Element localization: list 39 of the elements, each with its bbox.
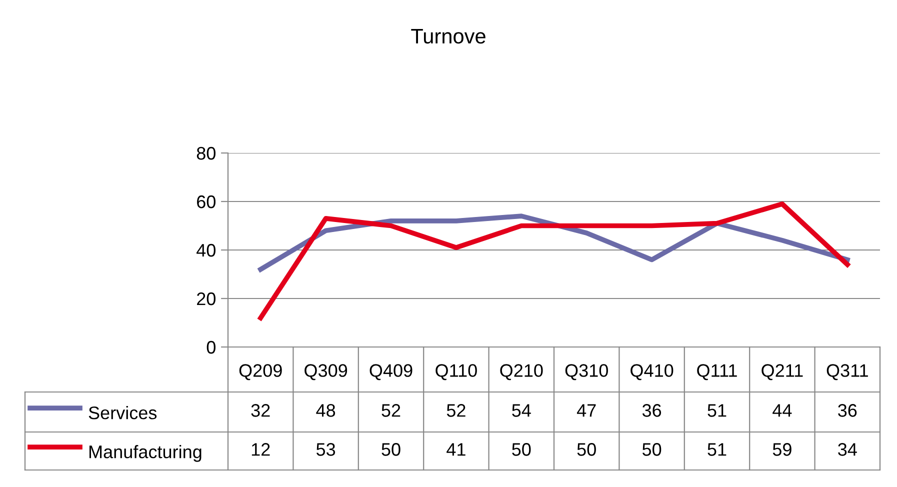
data-label: 34 — [838, 443, 857, 456]
data-label: 51 — [708, 404, 726, 417]
data-label: 59 — [772, 443, 792, 456]
chart-title: Turnove — [411, 29, 486, 44]
x-tick-label: Q409 — [370, 364, 412, 380]
data-label: 52 — [446, 404, 466, 417]
y-tick-label: 40 — [196, 244, 216, 257]
y-tick-label: 0 — [206, 340, 216, 354]
x-tick-label: Q209 — [239, 364, 282, 380]
y-tick-label: 20 — [197, 292, 216, 306]
y-tick-label: 80 — [196, 146, 216, 160]
data-label: 50 — [382, 443, 400, 456]
data-label: 50 — [577, 443, 596, 456]
data-label: 51 — [708, 443, 726, 456]
x-tick-label: Q111 — [697, 364, 737, 380]
x-tick-label: Q210 — [500, 364, 543, 380]
data-label: 47 — [576, 404, 596, 417]
line-series — [258, 201, 850, 320]
data-label: 44 — [772, 404, 792, 417]
x-tick-label: Q310 — [565, 364, 608, 380]
x-tick-label: Q211 — [762, 364, 803, 380]
data-label: 32 — [251, 404, 270, 417]
data-label: 54 — [512, 404, 531, 417]
y-tick-label: 60 — [197, 195, 216, 208]
data-label: 53 — [316, 443, 336, 456]
data-label: 48 — [316, 404, 336, 417]
data-label: 12 — [252, 443, 270, 456]
x-tick-label: Q309 — [304, 364, 348, 380]
legend-label: Services — [88, 406, 157, 420]
legend-label: Manufacturing — [89, 445, 202, 462]
data-label: 36 — [838, 404, 857, 417]
data-label: 52 — [382, 404, 400, 417]
x-tick-label: Q410 — [630, 364, 674, 380]
data-label: 41 — [446, 443, 466, 456]
data-label: 36 — [642, 404, 662, 417]
x-tick-label: Q110 — [436, 364, 477, 380]
data-label: 50 — [642, 443, 662, 456]
x-tick-label: Q311 — [826, 364, 868, 380]
data-label: 50 — [512, 443, 531, 456]
